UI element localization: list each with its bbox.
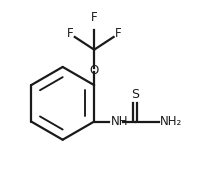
- Text: F: F: [115, 27, 122, 40]
- Text: O: O: [90, 64, 99, 77]
- Text: F: F: [67, 27, 73, 40]
- Text: NH₂: NH₂: [160, 115, 182, 128]
- Text: F: F: [91, 11, 98, 24]
- Text: NH: NH: [111, 115, 128, 128]
- Text: S: S: [131, 88, 139, 101]
